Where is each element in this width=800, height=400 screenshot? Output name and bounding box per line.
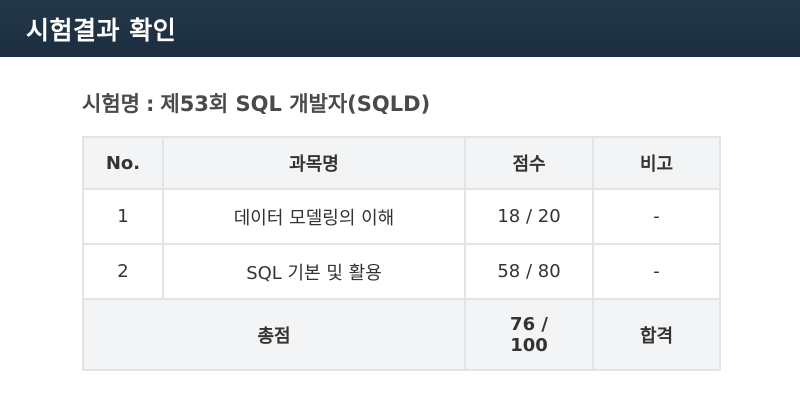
row-score: 18 / 20 <box>464 188 594 245</box>
table-row: 1 데이터 모델링의 이해 18 / 20 - <box>82 188 721 245</box>
exam-name-separator: : <box>145 92 155 116</box>
row-no: 2 <box>82 243 164 300</box>
row-no: 1 <box>82 188 164 245</box>
column-header-no: No. <box>82 136 164 190</box>
row-note: - <box>592 188 721 245</box>
title-bar: 시험결과 확인 <box>0 0 800 57</box>
total-score: 76 / 100 <box>510 313 548 356</box>
table-row: 2 SQL 기본 및 활용 58 / 80 - <box>82 243 721 300</box>
exam-name-heading: 시험명: 제53회 SQL 개발자(SQLD) <box>82 88 430 118</box>
row-subject: 데이터 모델링의 이해 <box>162 188 466 245</box>
total-result: 합격 <box>592 298 721 371</box>
column-header-score: 점수 <box>464 136 594 190</box>
total-label: 총점 <box>82 298 466 371</box>
row-subject: SQL 기본 및 활용 <box>162 243 466 300</box>
table-header-row: No. 과목명 점수 비고 <box>82 136 721 190</box>
page-title: 시험결과 확인 <box>26 15 177 45</box>
column-header-note: 비고 <box>592 136 721 190</box>
results-table: No. 과목명 점수 비고 1 데이터 모델링의 이해 18 / 20 - 2 … <box>82 136 721 371</box>
column-header-subject: 과목명 <box>162 136 466 190</box>
exam-name-label: 시험명 <box>82 92 140 116</box>
total-score-cell: 76 / 100 <box>464 298 594 371</box>
row-score: 58 / 80 <box>464 243 594 300</box>
row-note: - <box>592 243 721 300</box>
exam-name-value: 제53회 SQL 개발자(SQLD) <box>160 92 431 116</box>
total-row: 총점 76 / 100 합격 <box>82 298 721 371</box>
